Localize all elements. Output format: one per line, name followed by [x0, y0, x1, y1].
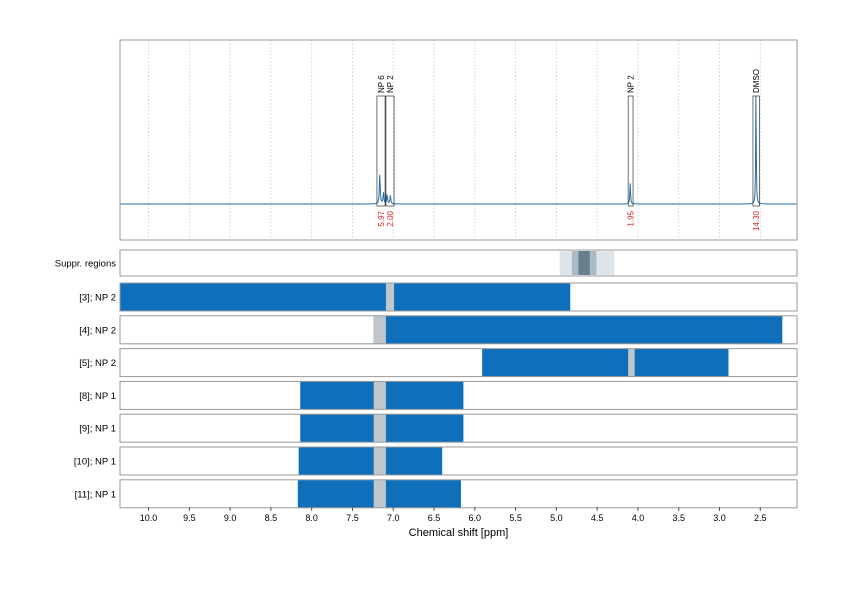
x-tick-label-6: 7.0	[387, 513, 400, 523]
range-track-label-4: [9]; NP 1	[79, 424, 116, 435]
integral-value-3: 14.30	[752, 210, 761, 231]
range-track-6: [11]; NP 1	[75, 479, 798, 509]
excluded-region-2-0	[628, 348, 635, 377]
range-track-label-0: [3]; NP 2	[79, 293, 116, 304]
x-tick-label-8: 6.0	[469, 513, 482, 523]
range-track-label-2: [5]; NP 2	[79, 358, 116, 369]
x-tick-label-5: 7.5	[346, 513, 359, 523]
range-track-label-6: [11]; NP 1	[75, 489, 116, 500]
x-axis: 10.0 9.5 9.0 8.5 8.0 7.5 7.0 6.5 6.0 5.5 5.0 4.5 4.0…	[140, 507, 767, 539]
x-tick-label-10: 5.0	[550, 513, 563, 523]
range-bar-5	[298, 447, 443, 475]
range-track-frame-4	[119, 413, 798, 443]
x-tick-label-11: 4.5	[591, 513, 604, 523]
annotation-box-0	[376, 95, 386, 207]
range-track-label-1: [4]; NP 2	[79, 325, 116, 336]
suppression-track: Suppr. regions	[55, 249, 798, 277]
integral-value-1: 2.00	[386, 210, 395, 226]
x-tick-label-0: 10.0	[140, 513, 158, 523]
annotation-box-3	[752, 95, 760, 207]
range-track-frame-5	[119, 446, 798, 476]
spectrum-trace	[120, 95, 797, 205]
integral-value-0: 5.97	[377, 210, 386, 226]
range-track-frame-1	[119, 315, 798, 345]
range-track-1: [4]; NP 2	[79, 315, 798, 345]
excluded-region-6-0	[373, 479, 386, 508]
range-track-2: [5]; NP 2	[79, 348, 798, 378]
x-axis-label: Chemical shift [ppm]	[409, 527, 509, 539]
x-tick-label-7: 6.5	[428, 513, 441, 523]
excluded-region-3-0	[373, 381, 386, 410]
range-track-label-5: [10]; NP 1	[74, 457, 116, 468]
annotation-label-0: NP 6	[377, 75, 386, 93]
suppression-band-2	[578, 251, 590, 275]
range-track-5: [10]; NP 1	[74, 446, 798, 476]
x-tick-label-14: 3.0	[713, 513, 726, 523]
suppression-track-frame	[119, 249, 798, 277]
range-track-frame-2	[119, 348, 798, 378]
x-tick-label-2: 9.0	[224, 513, 237, 523]
annotation-label-1: NP 2	[386, 75, 395, 93]
x-tick-label-9: 5.5	[509, 513, 522, 523]
excluded-region-4-0	[373, 414, 386, 443]
annotation-box-1	[385, 95, 395, 207]
range-tracks: [3]; NP 2 [4]; NP 2 [5]; NP 2 [8]; NP 1 [9];…	[74, 282, 798, 509]
spectrum-frame	[119, 39, 798, 241]
excluded-region-1-0	[373, 315, 386, 344]
range-track-frame-6	[119, 479, 798, 509]
annotation-label-3: DMSO	[752, 69, 761, 93]
suppression-bands	[559, 251, 615, 275]
peak-annotations: NP 6 5.97 NP 2 2.00 NP 2 1.95 DMSO 14.30	[376, 69, 761, 231]
range-track-frame-3	[119, 380, 798, 410]
range-bar-1	[373, 315, 783, 344]
x-tick-label-13: 3.5	[672, 513, 685, 523]
suppression-track-label: Suppr. regions	[55, 259, 117, 270]
range-track-label-3: [8]; NP 1	[79, 391, 116, 402]
x-tick-label-1: 9.5	[183, 513, 196, 523]
range-track-4: [9]; NP 1	[79, 413, 798, 443]
spectrum-panel: NP 6 5.97 NP 2 2.00 NP 2 1.95 DMSO 14.30	[119, 39, 798, 241]
x-tick-label-3: 8.5	[265, 513, 278, 523]
x-tick-label-12: 4.0	[632, 513, 645, 523]
annotation-box-2	[627, 95, 634, 207]
excluded-region-5-0	[373, 447, 386, 475]
x-tick-label-15: 2.5	[754, 513, 767, 523]
range-bar-0	[120, 283, 571, 311]
range-bar-2	[482, 348, 729, 377]
range-track-3: [8]; NP 1	[79, 380, 798, 410]
excluded-region-0-0	[385, 283, 395, 311]
x-axis-ticks: 10.0 9.5 9.0 8.5 8.0 7.5 7.0 6.5 6.0 5.5 5.0 4.5 4.0…	[140, 507, 767, 523]
range-track-0: [3]; NP 2	[79, 282, 798, 312]
annotation-label-2: NP 2	[627, 75, 636, 93]
integral-value-2: 1.95	[627, 210, 636, 226]
range-track-frame-0	[119, 282, 798, 312]
x-tick-label-4: 8.0	[305, 513, 318, 523]
